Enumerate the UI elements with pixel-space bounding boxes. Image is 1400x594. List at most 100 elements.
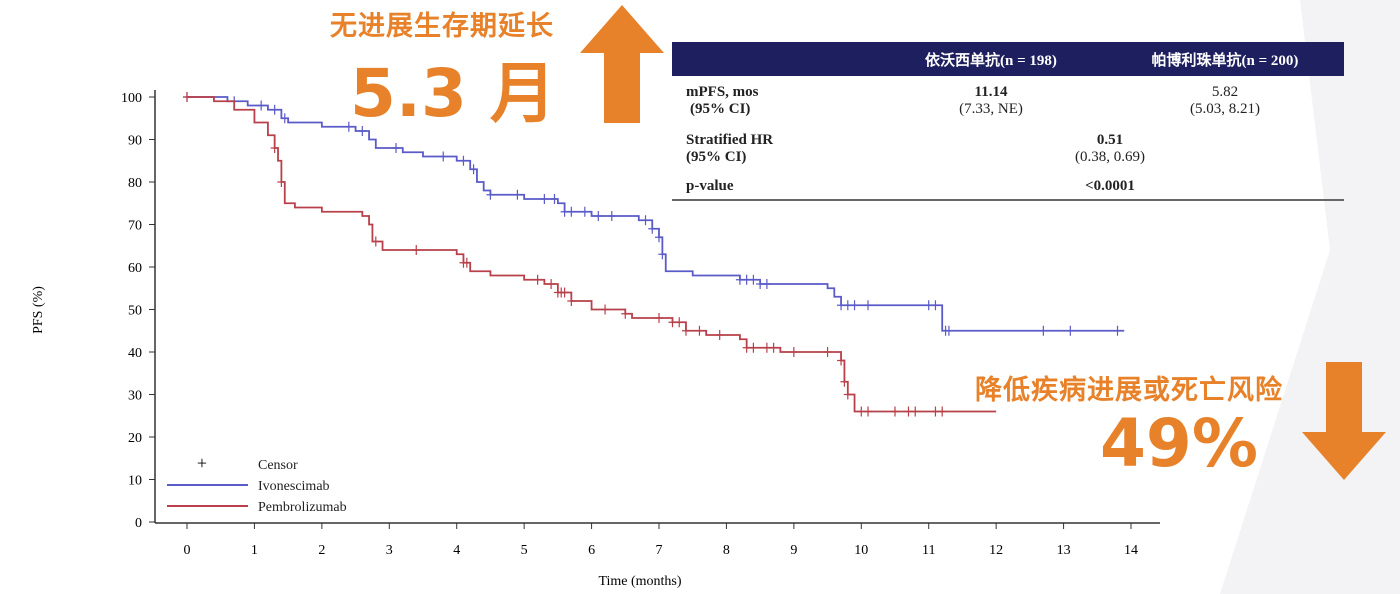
y-tick-label: 90 xyxy=(128,134,142,149)
y-tick-label: 60 xyxy=(128,261,142,276)
censor-mark xyxy=(658,249,667,260)
censor-mark xyxy=(641,215,650,226)
censor-mark xyxy=(462,257,471,268)
censor-mark xyxy=(742,274,751,285)
censor-mark xyxy=(762,279,771,289)
censor-mark xyxy=(911,406,920,417)
censor-mark xyxy=(540,194,549,204)
x-axis-label: Time (months) xyxy=(598,574,681,589)
censor-mark xyxy=(655,232,663,243)
arrow-up-icon xyxy=(580,5,664,123)
censor-mark xyxy=(1066,325,1075,336)
censor-mark xyxy=(459,155,468,166)
censor-mark xyxy=(183,92,191,102)
censor-mark xyxy=(749,342,758,353)
censor-mark xyxy=(931,406,940,417)
censor-mark xyxy=(769,342,778,353)
y-tick-label: 50 xyxy=(128,304,142,319)
censor-mark xyxy=(944,325,953,336)
legend-pembrolizumab-label: Pembrolizumab xyxy=(258,500,347,515)
censor-mark xyxy=(567,296,576,306)
censor-mark xyxy=(358,126,367,136)
censor-mark xyxy=(850,300,859,311)
censor-mark xyxy=(840,376,849,387)
y-tick-label: 10 xyxy=(128,474,142,489)
table-row-pvalue: p-value <0.0001 xyxy=(672,166,1344,201)
x-tick-label: 8 xyxy=(723,543,730,558)
x-tick-label: 12 xyxy=(989,543,1003,558)
y-tick-label: 20 xyxy=(128,431,142,446)
x-tick-label: 3 xyxy=(386,543,393,558)
x-tick-label: 2 xyxy=(318,543,325,558)
censor-mark xyxy=(513,189,522,200)
censor-mark xyxy=(486,189,495,200)
censor-mark xyxy=(280,113,289,124)
censor-mark xyxy=(891,406,899,417)
legend-ivonescimab-label: Ivonescimab xyxy=(258,479,330,494)
x-tick-label: 0 xyxy=(184,543,191,558)
series-ivonescimab xyxy=(183,92,1125,336)
x-tick-label: 11 xyxy=(922,543,935,558)
y-tick-label: 0 xyxy=(135,516,142,531)
table-header: 依沃西单抗(n = 198) 帕博利珠单抗(n = 200) xyxy=(672,42,1344,76)
series-pembrolizumab xyxy=(183,92,997,417)
x-tick-label: 7 xyxy=(656,543,663,558)
censor-mark xyxy=(904,406,913,417)
arrow-down-icon xyxy=(1302,362,1386,480)
censor-mark xyxy=(837,355,846,366)
censor-mark xyxy=(756,279,765,289)
y-tick-label: 100 xyxy=(121,91,142,106)
x-tick-label: 13 xyxy=(1057,543,1071,558)
censor-mark xyxy=(735,274,744,285)
table-row-mpfs: mPFS, mos (95% CI) 11.14 (7.33, NE) 5.82 (5… xyxy=(686,84,1260,117)
censor-mark xyxy=(655,313,663,323)
censor-mark xyxy=(621,308,630,319)
risk-reduction-text: 降低疾病进展或死亡风险 xyxy=(975,375,1283,406)
censor-mark xyxy=(469,164,478,175)
censor-mark xyxy=(857,406,866,417)
censor-mark xyxy=(1113,325,1122,336)
legend: + Censor Ivonescimab Pembrolizumab xyxy=(167,453,347,515)
results-table: 依沃西单抗(n = 198) 帕博利珠单抗(n = 200) mPFS, mos… xyxy=(672,42,1344,201)
axes: 0 1 2 3 4 5 6 7 8 9 10 11 12 13 1401020304050607080901… xyxy=(121,90,1160,558)
censor-mark xyxy=(938,406,947,417)
header-ivonescimab: 依沃西单抗(n = 198) xyxy=(925,52,1057,69)
y-axis-label: PFS (%) xyxy=(31,286,46,334)
legend-censor-label: Censor xyxy=(258,458,298,473)
x-tick-label: 10 xyxy=(854,543,868,558)
censor-mark xyxy=(547,279,556,289)
censor-mark xyxy=(675,317,684,328)
censor-mark xyxy=(560,206,569,217)
legend-censor-symbol: + xyxy=(197,453,207,473)
censor-mark xyxy=(749,274,758,285)
censor-mark xyxy=(931,300,940,311)
censor-mark xyxy=(715,330,724,340)
censor-mark xyxy=(371,236,380,247)
censor-mark xyxy=(924,300,933,311)
y-tick-label: 80 xyxy=(128,176,142,191)
censor-mark xyxy=(648,223,657,234)
censor-mark xyxy=(257,100,266,111)
x-tick-label: 14 xyxy=(1124,543,1138,558)
censor-mark xyxy=(823,347,832,357)
censor-mark xyxy=(439,151,448,162)
censor-mark xyxy=(392,143,401,153)
table-row-hr: Stratified HR (95% CI) 0.51 (0.38, 0.69) xyxy=(686,132,1145,165)
censor-mark xyxy=(344,121,353,132)
censor-mark xyxy=(412,245,421,255)
curves xyxy=(183,92,1125,417)
y-tick-label: 30 xyxy=(128,389,142,404)
censor-mark xyxy=(681,325,690,336)
censor-mark xyxy=(864,406,873,417)
censor-mark xyxy=(550,194,559,204)
censor-mark xyxy=(270,143,279,153)
risk-reduction-value: 49% xyxy=(1100,405,1258,482)
pfs-gain-text: 无进展生存期延长 xyxy=(330,11,554,42)
censor-mark xyxy=(607,211,616,221)
censor-mark xyxy=(789,347,798,357)
x-tick-label: 1 xyxy=(251,543,258,558)
x-tick-label: 6 xyxy=(588,543,595,558)
x-tick-label: 9 xyxy=(790,543,797,558)
y-tick-label: 40 xyxy=(128,346,142,361)
